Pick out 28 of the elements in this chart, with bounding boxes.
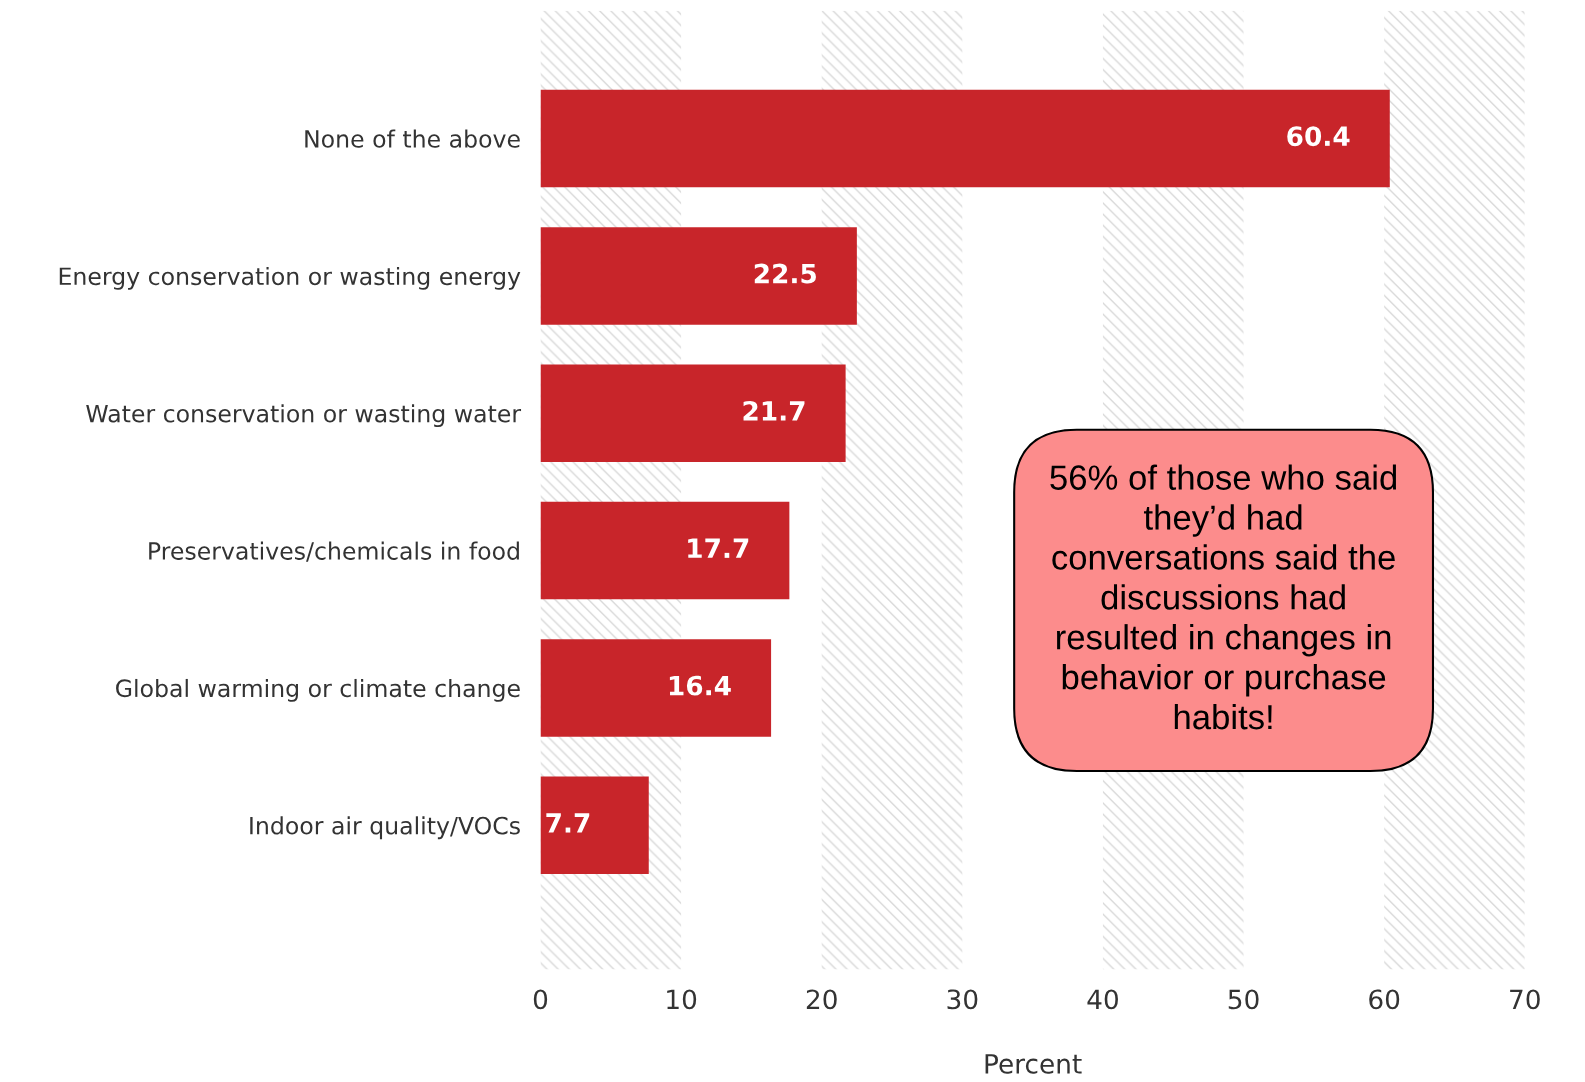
x-tick-label: 20 bbox=[806, 989, 837, 1010]
bar bbox=[540, 639, 772, 737]
bar bbox=[540, 227, 857, 325]
x-tick-label: 70 bbox=[1510, 989, 1540, 1010]
y-tick-label: None of the above bbox=[305, 129, 520, 148]
data-label: 17.7 bbox=[688, 538, 749, 558]
x-tick-label: 40 bbox=[1087, 989, 1118, 1010]
x-axis-title: Percent bbox=[985, 1054, 1082, 1074]
x-tick-label: 10 bbox=[667, 989, 697, 1010]
data-label: 60.4 bbox=[1287, 126, 1350, 147]
bar bbox=[540, 501, 790, 600]
y-tick-label: Energy conservation or wasting energy bbox=[59, 266, 521, 290]
y-tick-label: Global warming or climate change bbox=[116, 678, 520, 702]
y-tick-label: Preservatives/chemicals in food bbox=[149, 541, 519, 562]
bar bbox=[540, 776, 649, 875]
data-label: 21.7 bbox=[743, 400, 805, 421]
x-tick-label: 50 bbox=[1228, 989, 1259, 1010]
data-label: 7.7 bbox=[546, 813, 590, 833]
x-tick-label: 0 bbox=[533, 989, 548, 1010]
bar bbox=[540, 364, 846, 462]
annotation: 56% of those who said they’d had conversations said the discussions had resulted in changes in behavior or purchase habits! bbox=[1050, 464, 1397, 730]
y-tick-label: Indoor air quality/VOCs bbox=[250, 816, 520, 840]
bar bbox=[540, 89, 1390, 188]
data-label: 22.5 bbox=[754, 263, 816, 284]
x-tick-label: 30 bbox=[947, 989, 978, 1010]
y-tick-label: Water conservation or wasting water bbox=[86, 404, 522, 428]
x-tick-label: 60 bbox=[1369, 989, 1400, 1010]
data-label: 16.4 bbox=[669, 675, 731, 696]
